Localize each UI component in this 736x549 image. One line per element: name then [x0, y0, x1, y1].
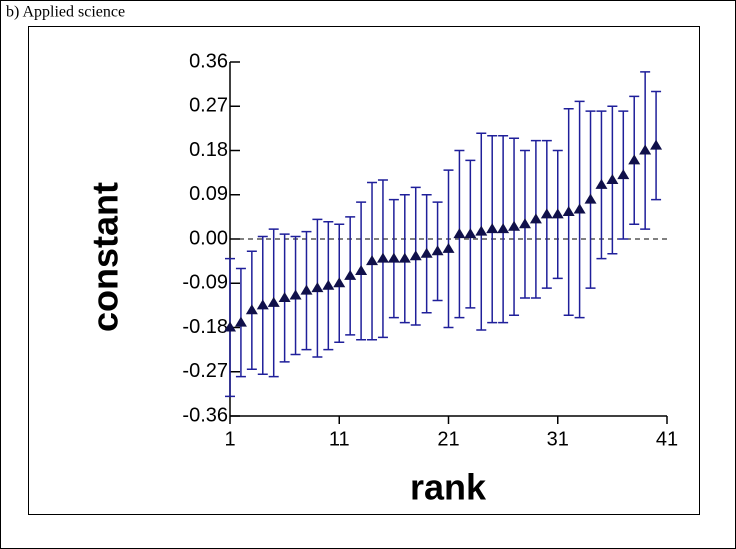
y-tick-label: 0.00 [189, 227, 228, 249]
marker [256, 299, 269, 310]
marker [562, 205, 575, 216]
marker [617, 169, 630, 180]
chart-title: b) Applied science [6, 4, 125, 21]
marker [595, 178, 608, 189]
x-tick-label: 31 [547, 428, 569, 450]
marker [486, 223, 499, 234]
y-tick-label: -0.09 [182, 272, 228, 294]
marker [628, 154, 641, 165]
marker [224, 321, 236, 332]
marker [322, 279, 335, 290]
marker [344, 269, 357, 280]
x-tick-label: 21 [437, 428, 459, 450]
y-tick-label: 0.27 [189, 95, 228, 117]
marker [475, 225, 488, 236]
marker [398, 252, 411, 263]
marker [639, 144, 652, 155]
marker [245, 304, 258, 315]
marker [584, 193, 597, 204]
y-tick-label: 0.09 [189, 183, 228, 205]
marker [431, 245, 444, 256]
marker [497, 223, 510, 234]
y-tick-label: 0.18 [189, 139, 228, 161]
x-tick-label: 1 [224, 428, 235, 450]
y-tick-label: -0.18 [182, 316, 228, 338]
x-axis-label: rank [410, 467, 487, 508]
marker [267, 296, 280, 307]
marker [300, 284, 313, 295]
y-tick-label: 0.36 [189, 50, 228, 72]
x-tick-label: 41 [656, 428, 678, 450]
x-tick-label: 11 [329, 428, 350, 450]
marker [366, 255, 379, 266]
marker [508, 220, 521, 231]
marker [278, 292, 291, 302]
marker [409, 250, 422, 261]
marker [376, 252, 389, 263]
y-axis-label: constant [85, 182, 126, 332]
marker [420, 247, 433, 258]
plot-frame [28, 26, 700, 515]
marker [551, 208, 564, 219]
marker [518, 218, 531, 229]
marker [540, 208, 553, 219]
marker [234, 316, 247, 327]
marker [650, 139, 663, 150]
y-tick-label: -0.36 [182, 404, 228, 426]
marker [453, 228, 466, 239]
marker [289, 289, 302, 300]
marker [529, 213, 542, 224]
marker [464, 228, 477, 239]
y-tick-label: -0.27 [182, 360, 228, 382]
marker [442, 242, 455, 253]
marker [573, 203, 586, 214]
marker [333, 277, 346, 288]
marker [387, 252, 400, 263]
marker [606, 174, 619, 184]
marker [311, 282, 324, 293]
marker [355, 264, 368, 275]
